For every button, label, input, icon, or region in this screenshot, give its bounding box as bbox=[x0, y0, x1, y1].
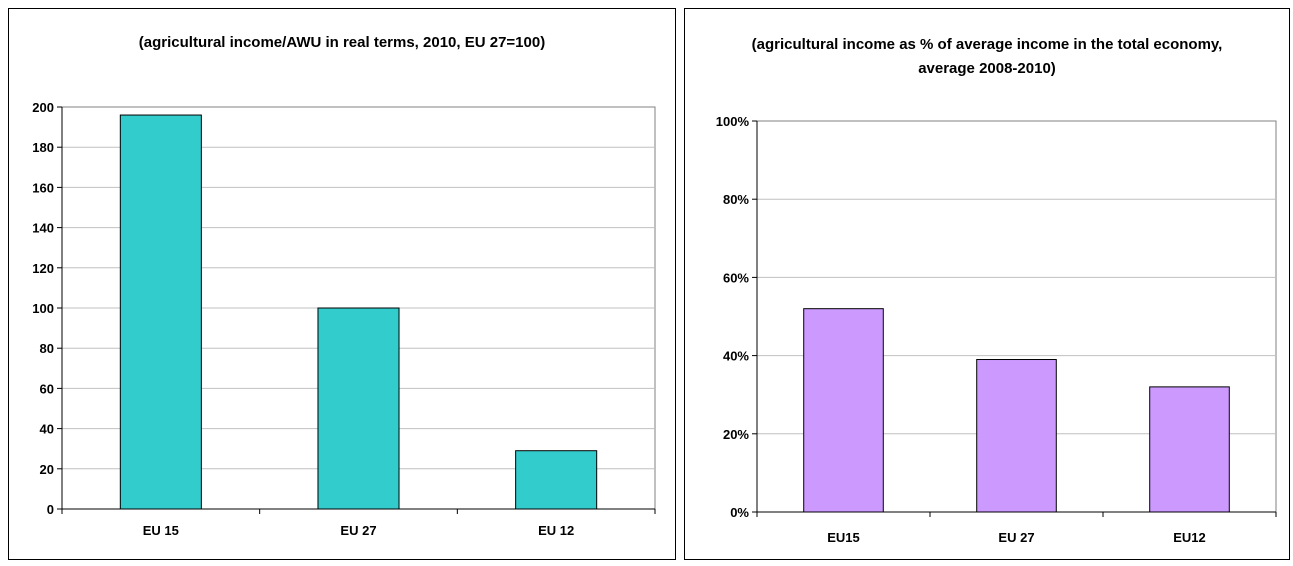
y-tick-label: 20% bbox=[723, 427, 749, 442]
chart-left: (agricultural income/AWU in real terms, … bbox=[8, 8, 676, 560]
y-tick-label: 120 bbox=[32, 261, 54, 276]
y-tick-label: 0 bbox=[47, 502, 54, 517]
y-tick-label: 80% bbox=[723, 192, 749, 207]
x-tick-label: EU 15 bbox=[143, 523, 179, 538]
y-tick-label: 140 bbox=[32, 221, 54, 236]
bar bbox=[317, 307, 400, 510]
x-tick-label: EU 12 bbox=[538, 523, 574, 538]
chart-title: (agricultural income as % of average inc… bbox=[751, 36, 1223, 77]
chart-title: (agricultural income/AWU in real terms, … bbox=[138, 34, 546, 51]
x-tick-label: EU12 bbox=[1173, 530, 1206, 545]
x-tick-label: EU 27 bbox=[998, 530, 1034, 545]
bar bbox=[803, 308, 884, 513]
y-tick-label: 80 bbox=[40, 341, 54, 356]
y-tick-label: 0% bbox=[730, 505, 749, 520]
bar bbox=[976, 359, 1057, 513]
y-tick-label: 60 bbox=[40, 381, 54, 396]
y-tick-label: 40 bbox=[40, 422, 54, 437]
y-tick-label: 200 bbox=[32, 100, 54, 115]
y-tick-label: 160 bbox=[32, 180, 54, 195]
y-tick-label: 180 bbox=[32, 140, 54, 155]
y-tick-label: 20 bbox=[40, 462, 54, 477]
y-tick-label: 100% bbox=[716, 114, 750, 129]
x-tick-label: EU 27 bbox=[340, 523, 376, 538]
x-tick-label: EU15 bbox=[827, 530, 860, 545]
y-tick-label: 100 bbox=[32, 301, 54, 316]
bar bbox=[1149, 386, 1230, 513]
chart-right: (agricultural income as % of average inc… bbox=[684, 8, 1290, 560]
chart-left-plot: 0 20 40 60 80 100 120 140 160 180 200 EU 15 EU 27 EU … bbox=[32, 100, 656, 538]
bar bbox=[515, 450, 598, 510]
y-tick-label: 60% bbox=[723, 270, 749, 285]
bar bbox=[119, 114, 202, 510]
chart-right-plot: 0% 20% 40% 60% 80% 100% EU15 EU 27 EU12 bbox=[716, 114, 1277, 545]
y-tick-label: 40% bbox=[723, 349, 749, 364]
